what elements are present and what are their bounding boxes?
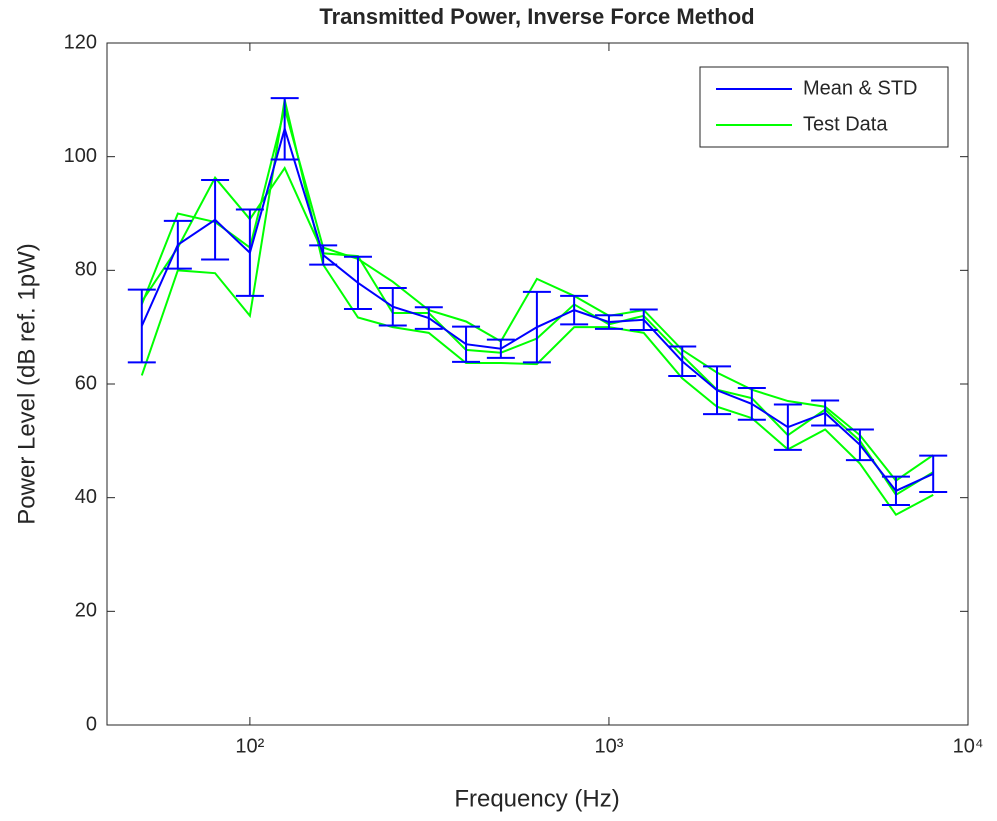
series-line xyxy=(140,104,934,482)
y-tick-label: 0 xyxy=(86,713,97,735)
legend-label: Test Data xyxy=(803,113,888,135)
y-axis-label: Power Level (dB ref. 1pW) xyxy=(13,243,40,524)
x-tick-label: 10² xyxy=(235,735,264,757)
y-tick-label: 20 xyxy=(75,600,97,622)
legend-box xyxy=(699,66,949,148)
y-tick-label: 100 xyxy=(64,145,97,167)
x-tick-label: 10³ xyxy=(594,735,623,757)
legend: Mean & STD Test Data xyxy=(699,66,949,148)
y-tick-label: 80 xyxy=(75,259,97,281)
y-tick-label: 40 xyxy=(75,486,97,508)
y-tick-label: 120 xyxy=(64,31,97,53)
legend-label: Mean & STD xyxy=(803,77,917,99)
x-axis-label: Frequency (Hz) xyxy=(454,785,619,812)
x-tick-label: 10⁴ xyxy=(953,735,984,757)
y-tick-label: 60 xyxy=(75,372,97,394)
chart-title: Transmitted Power, Inverse Force Method xyxy=(319,4,754,29)
